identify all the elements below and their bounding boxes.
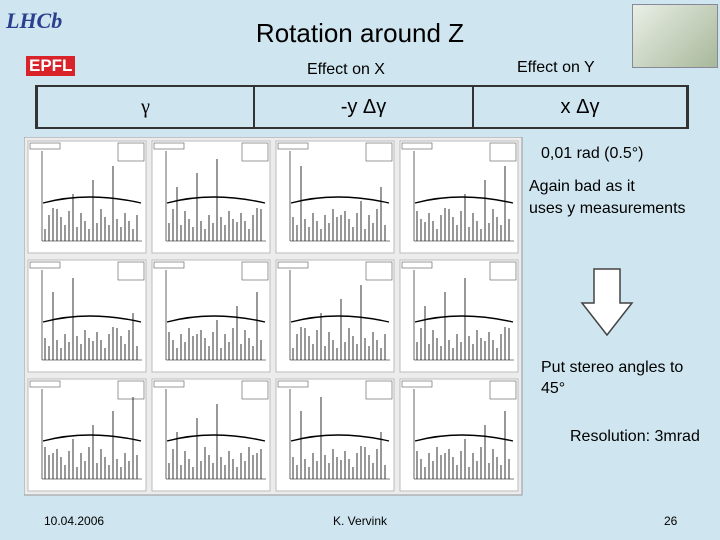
- note-line: Again bad as it: [529, 178, 635, 195]
- fit-curve: [290, 315, 390, 323]
- fit-curve: [290, 196, 390, 204]
- histogram-name-box: [29, 142, 61, 150]
- fit-curve: [42, 434, 142, 442]
- histogram-stats-box: [117, 261, 145, 281]
- histogram-name-box: [153, 261, 185, 269]
- note: Put stereo angles to 45°: [541, 357, 683, 399]
- fit-curve: [414, 196, 514, 204]
- note: Resolution: 3mrad: [570, 428, 700, 445]
- note-line: 45°: [541, 380, 566, 397]
- histogram-stats-box: [365, 380, 393, 400]
- histogram-stats-box: [117, 142, 145, 162]
- footer-date: 10.04.2006: [44, 514, 105, 528]
- histogram-spikes: [292, 166, 386, 241]
- note-line: uses y measurements: [529, 200, 686, 217]
- histogram-stats-box: [241, 380, 269, 400]
- histogram-stats-box: [117, 380, 145, 400]
- histogram-grid: [24, 137, 523, 496]
- histogram-name-box: [29, 261, 61, 269]
- histogram-name-box: [401, 261, 433, 269]
- footer-author: K. Vervink: [333, 514, 388, 528]
- histogram-spikes: [416, 411, 510, 479]
- histogram-name-box: [277, 380, 309, 388]
- fit-curve: [166, 434, 266, 442]
- histogram-stats-box: [241, 261, 269, 281]
- histogram-spikes: [168, 404, 262, 479]
- column-header: Effect on X: [307, 61, 385, 78]
- table-row: γ -y Δγ x Δγ: [35, 85, 689, 129]
- histogram-name-box: [401, 380, 433, 388]
- down-arrow: [580, 268, 634, 337]
- histogram-name-box: [153, 142, 185, 150]
- detector-picture: [632, 4, 718, 68]
- histogram-spikes: [168, 159, 262, 241]
- logo-lhcb: LHCb: [6, 8, 63, 33]
- histogram-name-box: [401, 142, 433, 150]
- fit-curve: [166, 315, 266, 323]
- page-number: 26: [664, 514, 678, 528]
- cell: x Δγ: [560, 95, 600, 118]
- histogram-stats-box: [365, 142, 393, 162]
- fit-curve: [42, 196, 142, 204]
- histogram-spikes: [416, 166, 510, 241]
- histogram-stats-box: [241, 142, 269, 162]
- histogram-spikes: [44, 278, 138, 360]
- note: 0,01 rad (0.5°): [541, 145, 644, 162]
- fit-curve: [414, 315, 514, 323]
- histogram-stats-box: [489, 142, 517, 162]
- histogram-spikes: [292, 285, 386, 360]
- histogram-spikes: [168, 292, 262, 360]
- cell: -y Δγ: [255, 87, 474, 127]
- logo-epfl: EPFL: [26, 56, 76, 76]
- histogram-name-box: [153, 380, 185, 388]
- fit-curve: [166, 196, 266, 204]
- histogram-name-box: [277, 261, 309, 269]
- note: Again bad as it uses y measurements: [529, 176, 686, 220]
- histogram-stats-box: [489, 261, 517, 281]
- fit-curve: [414, 434, 514, 442]
- histogram-stats-box: [489, 380, 517, 400]
- cell: γ: [38, 87, 255, 127]
- histogram-name-box: [29, 380, 61, 388]
- note-line: Put stereo angles to: [541, 359, 684, 376]
- histogram-name-box: [277, 142, 309, 150]
- fit-curve: [42, 315, 142, 323]
- histogram-stats-box: [365, 261, 393, 281]
- title: Rotation around Z: [255, 18, 465, 48]
- histogram-spikes: [44, 397, 138, 479]
- histogram-spikes: [292, 397, 386, 479]
- column-header: Effect on Y: [517, 59, 595, 76]
- fit-curve: [290, 434, 390, 442]
- histogram-spikes: [416, 278, 510, 360]
- histogram-spikes: [44, 166, 138, 241]
